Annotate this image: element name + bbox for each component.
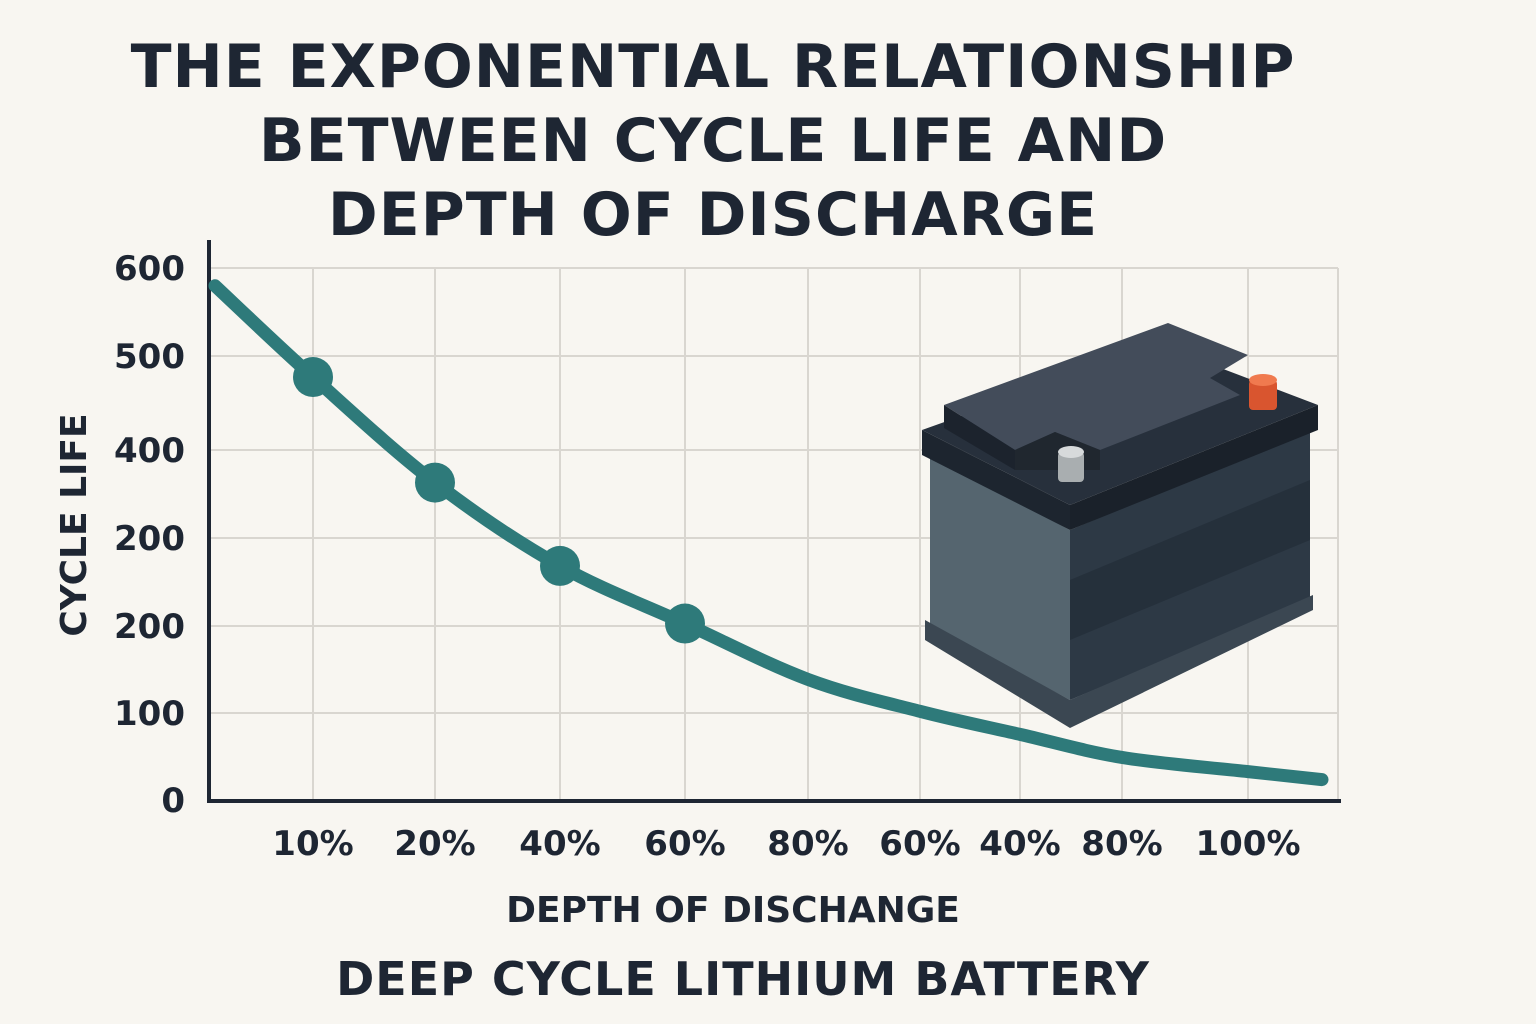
x-tick-label: 10% [272,824,353,864]
negative-terminal-icon [1058,446,1084,482]
data-point [540,545,580,586]
x-tick-label: 100% [1195,824,1300,864]
battery-lid-side [1070,405,1318,530]
y-tick-label: 100 [114,694,185,734]
x-tick-label: 20% [394,824,475,864]
x-axis-label: DEPTH OF DISCHANGE [506,890,960,931]
battery-illustration [922,323,1318,728]
battery-top-raised [944,323,1248,450]
battery-side-band [1070,480,1310,640]
chart-title: THE EXPONENTIAL RELATIONSHIP BETWEEN CYC… [0,30,1426,252]
data-point [293,357,333,398]
x-tick-label: 80% [767,824,848,864]
chart-subtitle: DEEP CYCLE LITHIUM BATTERY [336,952,1150,1006]
title-line-2: BETWEEN CYCLE LIFE AND [258,106,1168,176]
x-tick-label: 60% [879,824,960,864]
y-tick-label: 200 [114,607,185,647]
y-tick-label: 600 [114,249,185,289]
battery-top-raised-edge [944,405,1015,470]
y-tick-label: 0 [161,781,185,821]
data-point [415,462,455,503]
y-tick-label: 500 [114,337,185,377]
positive-terminal-icon [1249,374,1277,410]
battery-lid-front [922,430,1070,530]
battery-front-face [930,455,1070,700]
axes [207,240,1341,803]
y-tick-label: 200 [114,519,185,559]
title-line-1: THE EXPONENTIAL RELATIONSHIP [130,32,1296,102]
x-tick-label: 80% [1081,824,1162,864]
x-tick-label: 40% [519,824,600,864]
y-tick-label: 400 [114,431,185,471]
title-line-3: DEPTH OF DISCHARGE [327,180,1099,250]
series-line [208,279,1329,787]
y-axis-label: CYCLE LIFE [54,413,95,636]
x-tick-label: 40% [979,824,1060,864]
x-tick-label: 60% [644,824,725,864]
data-point [665,603,705,644]
battery-base [925,595,1313,728]
